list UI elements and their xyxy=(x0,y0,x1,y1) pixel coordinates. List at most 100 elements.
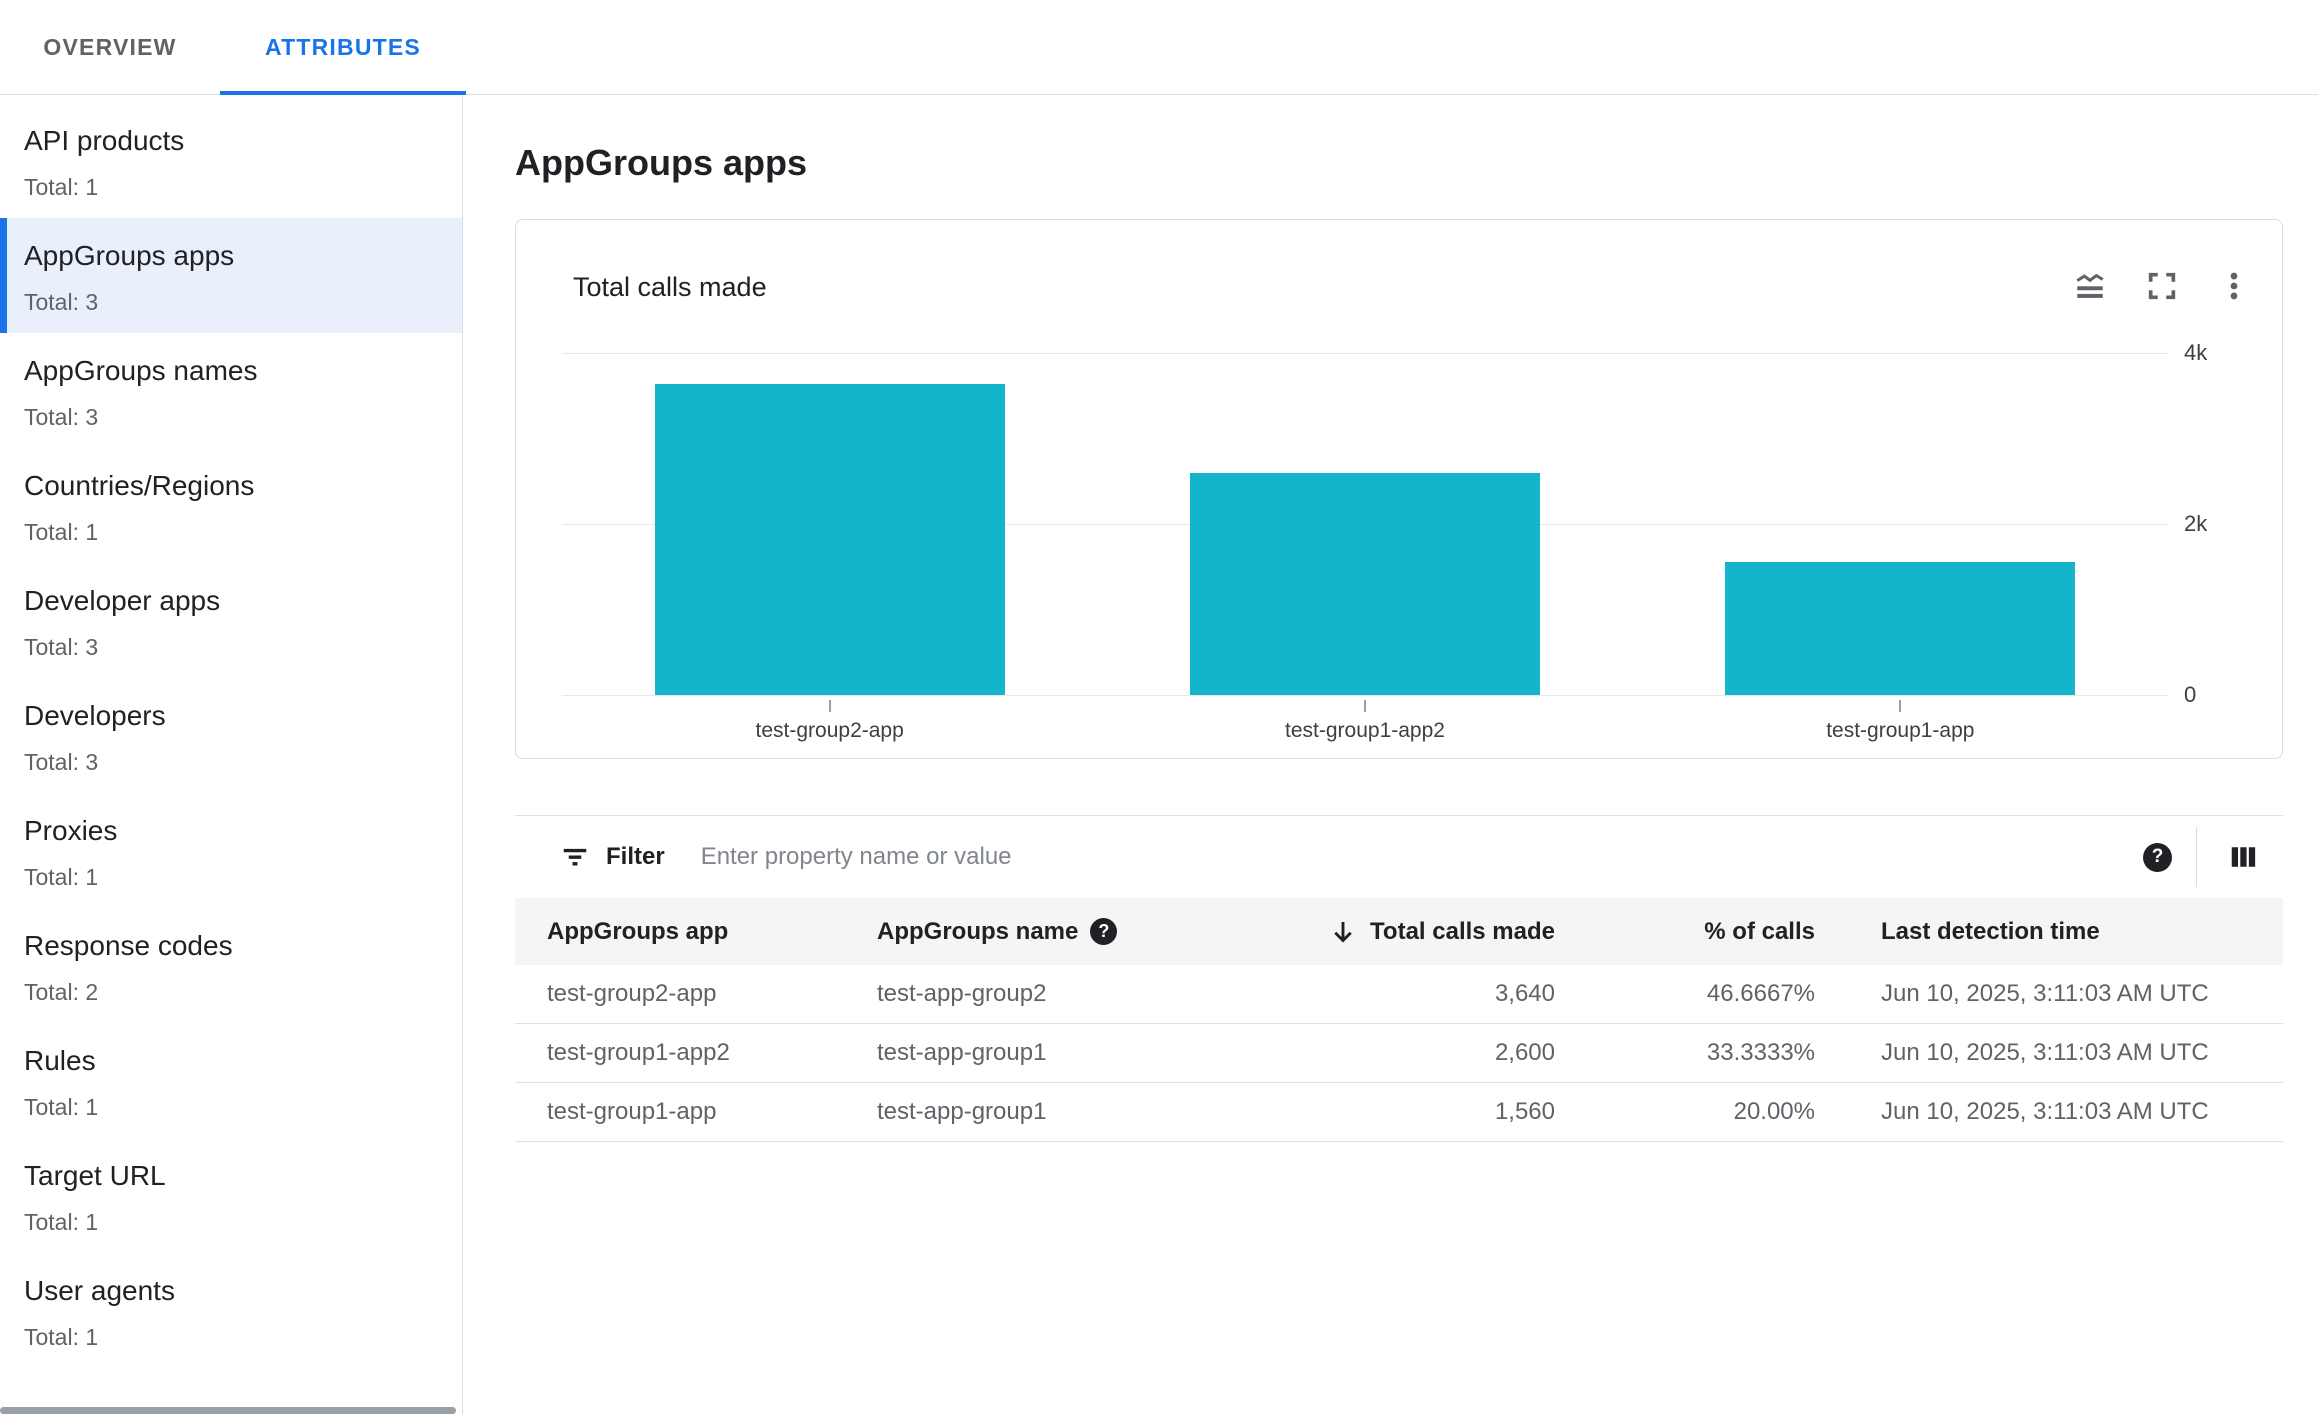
cell-appgroups-name: test-app-group1 xyxy=(877,1098,1047,1125)
sidebar-item-label: Countries/Regions xyxy=(24,470,255,501)
cell-pct-of-calls: 20.00% xyxy=(1733,1098,1815,1125)
x-axis-label: test-group1-app xyxy=(1826,719,1975,742)
cell-total-calls: 2,600 xyxy=(1494,1039,1555,1066)
tab-attributes[interactable]: ATTRIBUTES xyxy=(220,0,466,95)
main-content: AppGroups apps Total calls made xyxy=(463,95,2318,1414)
filter-actions: ? xyxy=(2143,827,2265,887)
column-header-last-detection[interactable]: Last detection time xyxy=(1881,917,2100,945)
sidebar-item-label: API products xyxy=(24,125,185,156)
sidebar-item-label: AppGroups apps xyxy=(24,240,235,271)
sidebar-item-appgroups-names[interactable]: AppGroups names Total: 3 xyxy=(0,333,462,448)
sidebar-item-total: Total: 1 xyxy=(24,1324,99,1350)
sidebar-item-label: Developer apps xyxy=(24,585,221,616)
sidebar-item-countries-regions[interactable]: Countries/Regions Total: 1 xyxy=(0,448,462,563)
cell-last-detection-time: Jun 10, 2025, 3:11:03 AM UTC xyxy=(1881,1098,2209,1125)
x-axis-tick xyxy=(1899,700,1902,712)
x-axis-tick xyxy=(828,700,831,712)
sidebar-item-target-url[interactable]: Target URL Total: 1 xyxy=(0,1138,462,1253)
y-axis-tick-label: 2k xyxy=(2184,511,2208,536)
sidebar-item-rules[interactable]: Rules Total: 1 xyxy=(0,1023,462,1138)
columns-icon[interactable] xyxy=(2221,835,2265,879)
sidebar-item-total: Total: 3 xyxy=(24,749,99,775)
sidebar-item-label: Developers xyxy=(24,700,166,731)
x-axis-label: test-group2-app xyxy=(755,719,904,742)
bar-test-group1-app2[interactable] xyxy=(1190,472,1540,695)
y-axis-tick-label: 4k xyxy=(2184,340,2208,365)
sidebar-item-developer-apps[interactable]: Developer apps Total: 3 xyxy=(0,563,462,678)
x-axis-label: test-group1-app2 xyxy=(1285,719,1445,742)
appgroups-name-help-icon[interactable]: ? xyxy=(1090,918,1118,945)
divider xyxy=(2196,827,2197,887)
column-header-appgroups-app[interactable]: AppGroups app xyxy=(547,917,729,945)
sidebar-item-label: Proxies xyxy=(24,815,118,846)
chart-toolbar xyxy=(2068,264,2256,308)
chart-title: Total calls made xyxy=(573,272,767,302)
sidebar-item-appgroups-apps[interactable]: AppGroups apps Total: 3 xyxy=(0,218,462,333)
sidebar-item-label: Target URL xyxy=(24,1160,166,1191)
cell-appgroups-app: test-group1-app xyxy=(547,1098,717,1125)
sidebar-item-developers[interactable]: Developers Total: 3 xyxy=(0,678,462,793)
page-title: AppGroups apps xyxy=(515,142,808,183)
sidebar-item-total: Total: 3 xyxy=(24,634,99,660)
sidebar-item-proxies[interactable]: Proxies Total: 1 xyxy=(0,793,462,908)
sidebar-item-total: Total: 3 xyxy=(24,289,99,315)
filter-icon xyxy=(560,842,590,872)
cell-total-calls: 3,640 xyxy=(1494,980,1555,1007)
cell-last-detection-time: Jun 10, 2025, 3:11:03 AM UTC xyxy=(1881,980,2209,1007)
x-axis-tick xyxy=(1364,700,1366,712)
sidebar-item-total: Total: 3 xyxy=(24,404,99,430)
gridline-4k xyxy=(562,353,2168,354)
sidebar-scrollbar[interactable] xyxy=(0,1407,456,1414)
sidebar-item-total: Total: 1 xyxy=(24,864,99,890)
total-calls-chart-card: Total calls made 0 2k 4k xyxy=(515,219,2283,759)
filter-label: Filter xyxy=(606,843,665,870)
cell-appgroups-name: test-app-group2 xyxy=(877,980,1047,1007)
cell-appgroups-app: test-group1-app2 xyxy=(547,1039,730,1066)
sidebar-item-total: Total: 1 xyxy=(24,1209,99,1235)
cell-last-detection-time: Jun 10, 2025, 3:11:03 AM UTC xyxy=(1881,1039,2209,1066)
sidebar-item-total: Total: 1 xyxy=(24,1094,99,1120)
cell-total-calls: 1,560 xyxy=(1494,1098,1555,1125)
table-body: test-group2-app test-app-group2 3,640 46… xyxy=(515,965,2283,1142)
attributes-sidebar: API products Total: 1 AppGroups apps Tot… xyxy=(0,95,463,1414)
sidebar-item-total: Total: 1 xyxy=(24,519,99,545)
tab-overview[interactable]: OVERVIEW xyxy=(43,34,177,60)
bar-chart-plot: 0 2k 4k test-group2-app test-group1-app2 test… xyxy=(562,340,2207,742)
cell-appgroups-app: test-group2-app xyxy=(547,980,717,1007)
sort-descending-icon xyxy=(1328,917,1358,947)
sidebar-item-label: Response codes xyxy=(24,930,233,961)
table-row[interactable]: test-group1-app2 test-app-group1 2,600 3… xyxy=(515,1024,2283,1083)
sidebar-item-response-codes[interactable]: Response codes Total: 2 xyxy=(0,908,462,1023)
cell-appgroups-name: test-app-group1 xyxy=(877,1039,1047,1066)
column-header-appgroups-name[interactable]: AppGroups name ? xyxy=(877,918,1225,946)
table-row[interactable]: test-group2-app test-app-group2 3,640 46… xyxy=(515,965,2283,1024)
more-options-icon[interactable] xyxy=(2212,264,2256,308)
sidebar-item-label: User agents xyxy=(24,1275,175,1306)
fullscreen-icon[interactable] xyxy=(2140,264,2184,308)
filter-row: Filter ? xyxy=(515,815,2283,898)
column-header-total-calls[interactable]: Total calls made xyxy=(1225,917,1555,947)
sidebar-item-label: Rules xyxy=(24,1045,96,1076)
y-axis-tick-label: 0 xyxy=(2184,682,2197,707)
filter-help-icon[interactable]: ? xyxy=(2143,842,2172,872)
area-chart-icon[interactable] xyxy=(2068,264,2112,308)
column-header-pct-of-calls[interactable]: % of calls xyxy=(1704,917,1815,945)
sidebar-item-total: Total: 2 xyxy=(24,979,99,1005)
column-header-label: Total calls made xyxy=(1370,917,1555,945)
column-header-label: AppGroups name xyxy=(877,917,1079,945)
sidebar-list: API products Total: 1 AppGroups apps Tot… xyxy=(0,95,462,1368)
tab-bar: OVERVIEW ATTRIBUTES xyxy=(0,0,2318,95)
gridline-0 xyxy=(562,695,2168,696)
attributes-table-section: Filter ? AppGroups app AppGroups name ? xyxy=(515,815,2283,1142)
filter-input[interactable] xyxy=(700,843,2143,871)
cell-pct-of-calls: 33.3333% xyxy=(1706,1039,1815,1066)
sidebar-item-api-products[interactable]: API products Total: 1 xyxy=(0,103,462,218)
sidebar-item-label: AppGroups names xyxy=(24,355,258,386)
sidebar-item-total: Total: 1 xyxy=(24,174,99,200)
cell-pct-of-calls: 46.6667% xyxy=(1706,980,1815,1007)
table-row[interactable]: test-group1-app test-app-group1 1,560 20… xyxy=(515,1083,2283,1142)
sidebar-item-user-agents[interactable]: User agents Total: 1 xyxy=(0,1253,462,1368)
bar-test-group2-app[interactable] xyxy=(654,383,1005,695)
bar-test-group1-app[interactable] xyxy=(1725,561,2076,695)
table-header-row: AppGroups app AppGroups name ? Total cal… xyxy=(515,898,2283,965)
